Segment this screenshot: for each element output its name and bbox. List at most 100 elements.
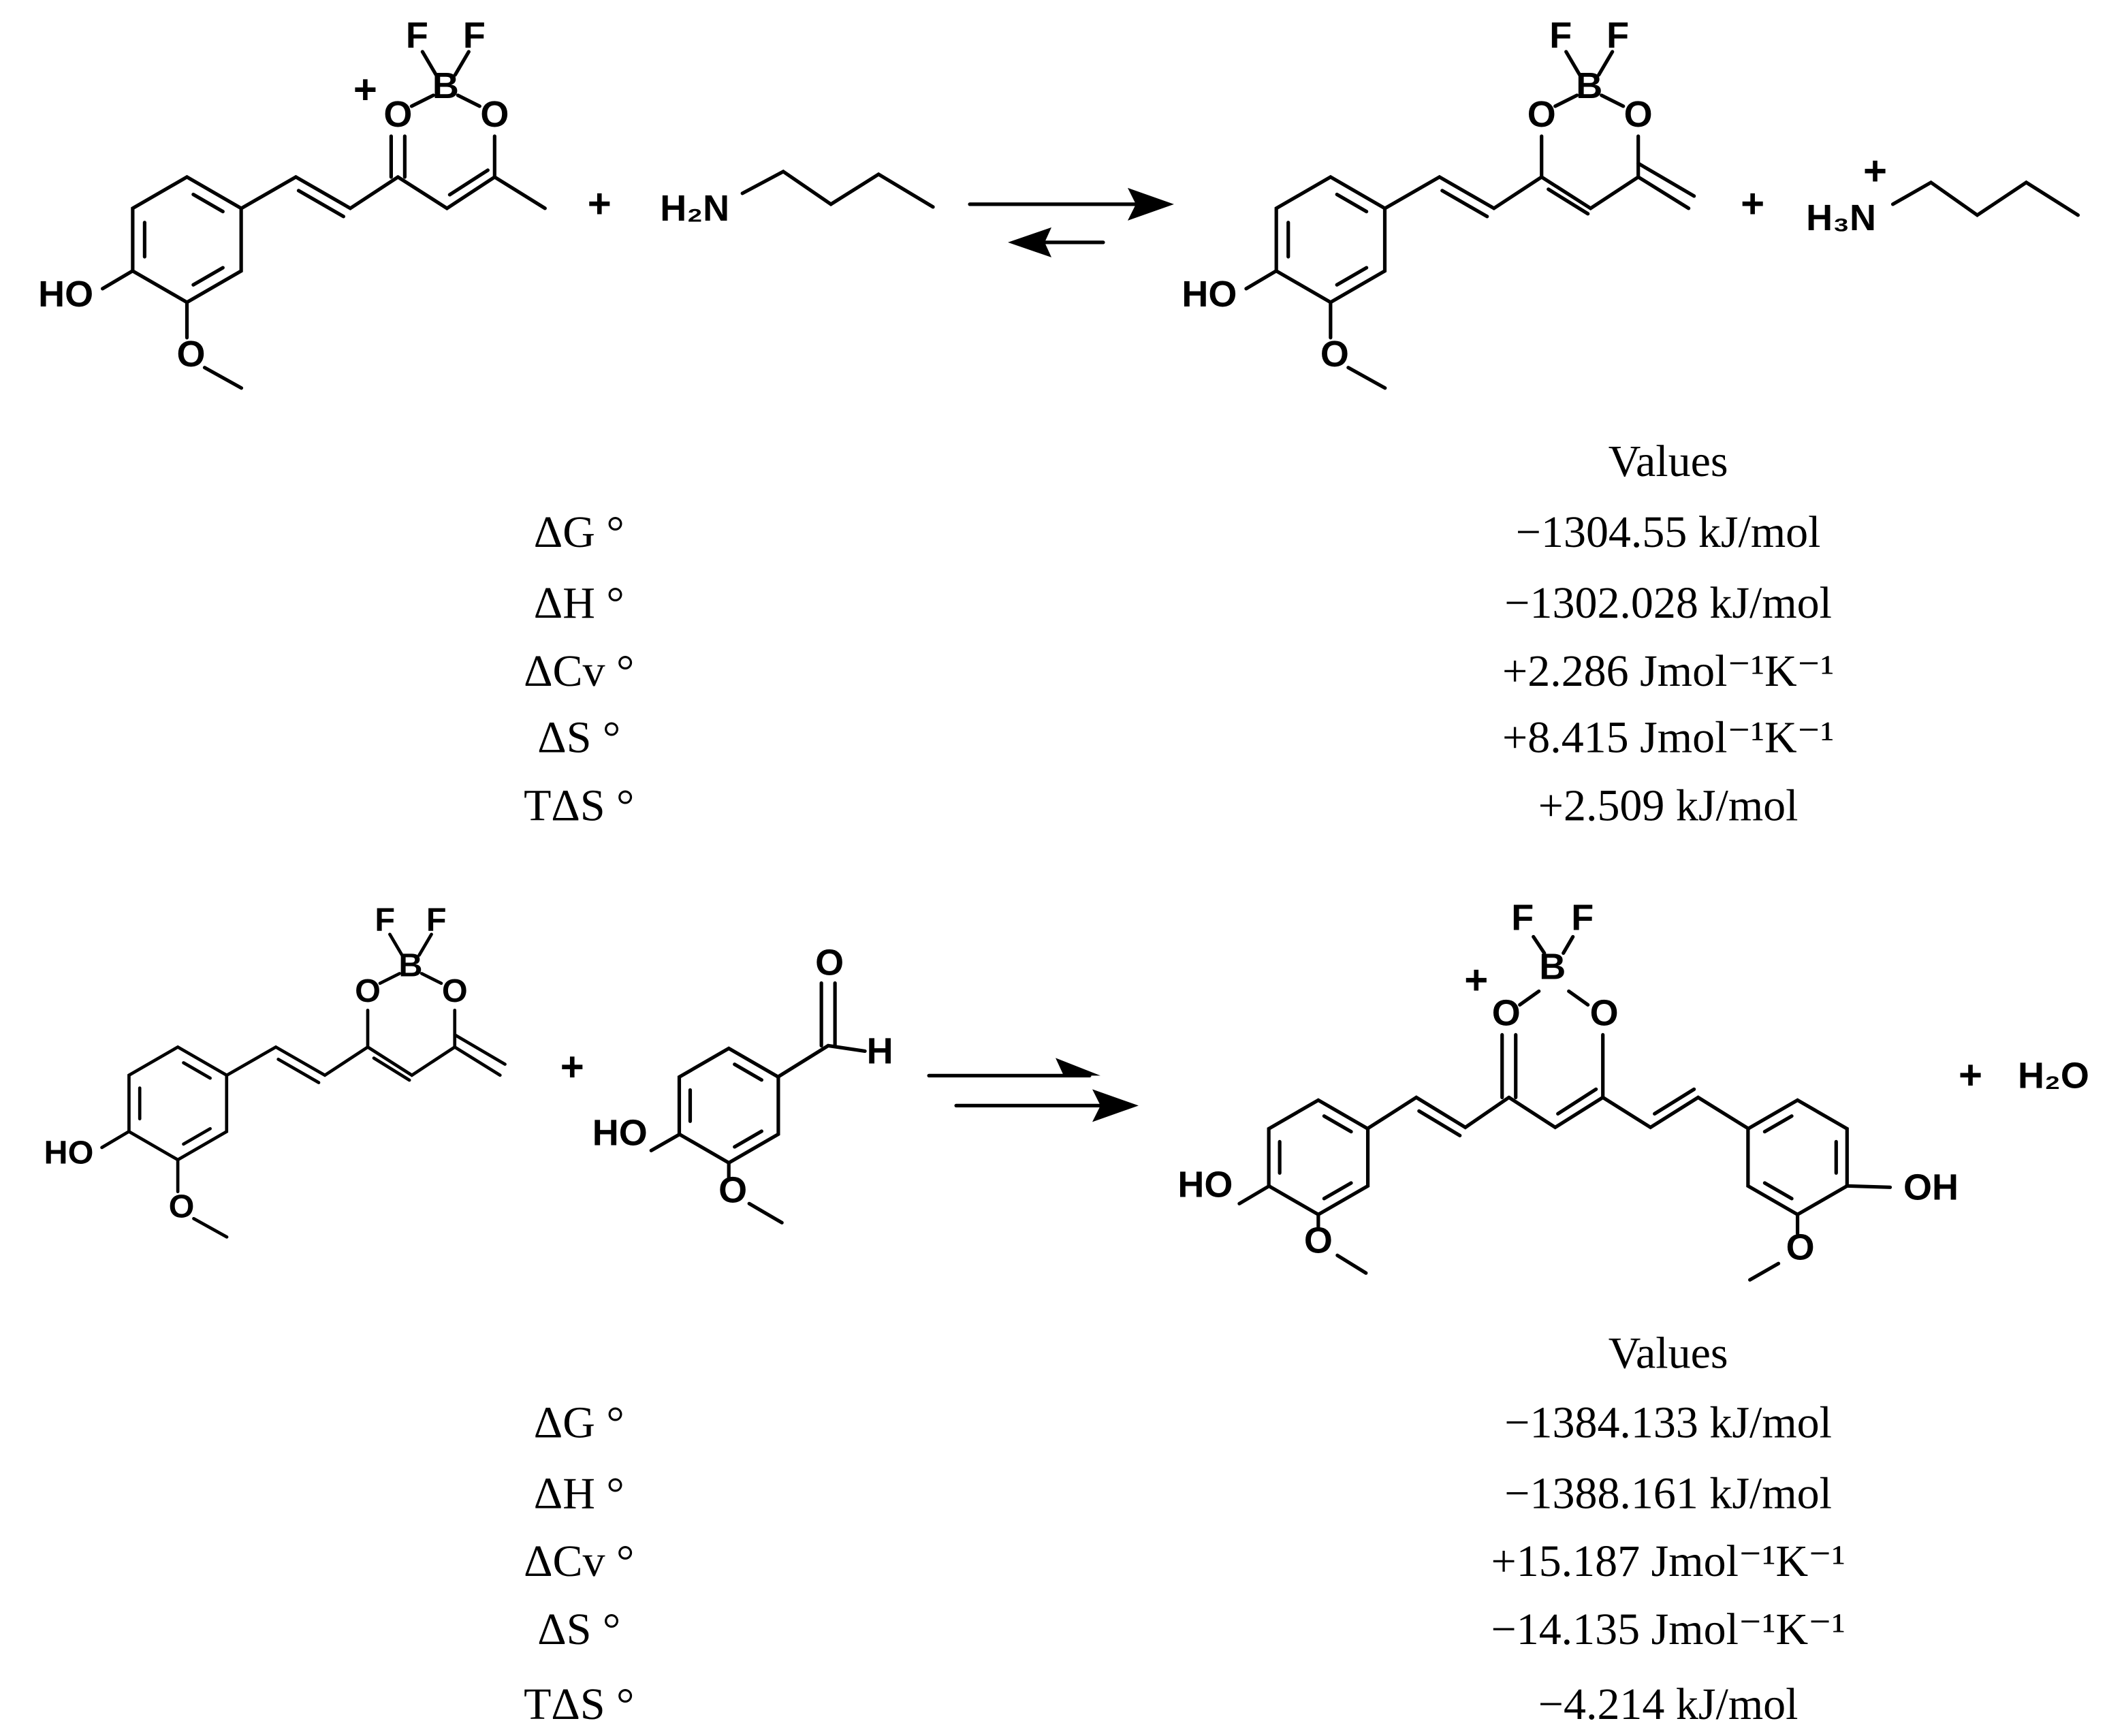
- ring-double-bond: [1335, 266, 1369, 287]
- hydroxyl-label: HO: [1182, 274, 1237, 315]
- r2-thermo-table: Values ΔG ° −1384.133 kJ/mol ΔH ° −1388.…: [524, 1328, 1845, 1729]
- atom-fluorine: F: [463, 15, 486, 56]
- ring-bonds: [677, 1046, 780, 1165]
- plus-sign: +: [588, 181, 612, 227]
- ammonium-label: H₃N: [1806, 198, 1876, 238]
- row-value: +8.415 Jmol⁻¹K⁻¹: [1502, 713, 1834, 763]
- row-value: +2.286 Jmol⁻¹K⁻¹: [1502, 646, 1834, 696]
- methoxy-oxygen: O: [718, 1170, 747, 1211]
- ring-double-bond: [1762, 1181, 1794, 1201]
- benzene-ring: [677, 1046, 780, 1165]
- atom-boron: B: [398, 947, 422, 983]
- row-label: ΔCv °: [524, 646, 634, 696]
- ring-double-bond: [191, 192, 225, 214]
- hydroxyl-label: HO: [1177, 1165, 1233, 1205]
- plus-sign: +: [1741, 181, 1764, 227]
- benzene-ring: [1274, 174, 1387, 304]
- positive-charge: +: [1863, 148, 1887, 194]
- row-value: +15.187 Jmol⁻¹K⁻¹: [1491, 1536, 1845, 1586]
- r1-butylammonium: H₃N +: [1806, 148, 2080, 238]
- row-label: ΔH °: [534, 578, 624, 628]
- benzene-ring: [1746, 1098, 1849, 1217]
- ring-bonds: [131, 174, 243, 304]
- row-value: −14.135 Jmol⁻¹K⁻¹: [1491, 1605, 1845, 1654]
- table-header: Values: [1609, 437, 1728, 486]
- r1-thermo-table: Values ΔG ° −1304.55 kJ/mol ΔH ° −1302.0…: [524, 437, 1834, 831]
- hydroxyl-label: OH: [1903, 1167, 1959, 1208]
- atom-fluorine: F: [1606, 15, 1629, 56]
- equilibrium-arrow: [968, 187, 1174, 257]
- hydroxyl-label: HO: [38, 274, 93, 315]
- atom-fluorine: F: [1511, 898, 1534, 938]
- atom-oxygen: O: [480, 94, 509, 135]
- ring-double-bond: [182, 1061, 212, 1080]
- ring-bonds: [1274, 174, 1387, 304]
- ring-double-bond: [1322, 1114, 1353, 1134]
- table-header: Values: [1609, 1328, 1728, 1378]
- benzene-ring: [127, 1045, 229, 1162]
- atom-oxygen: O: [355, 973, 381, 1009]
- ring-double-bond: [182, 1126, 212, 1146]
- methoxy-oxygen: O: [1786, 1227, 1815, 1268]
- row-label: TΔS °: [524, 1679, 634, 1729]
- row-label: TΔS °: [524, 781, 634, 831]
- hydroxyl-label: HO: [44, 1135, 94, 1171]
- r1-reactant1-molecule: F F B O O HO O +: [38, 15, 547, 390]
- ring-bonds: [1746, 1098, 1849, 1217]
- atom-boron: B: [1539, 947, 1566, 988]
- row-value: +2.509 kJ/mol: [1538, 781, 1799, 831]
- aldehyde-oxygen: O: [815, 943, 844, 983]
- positive-charge: +: [1464, 957, 1488, 1003]
- methoxy-oxygen: O: [1304, 1220, 1333, 1261]
- ring-double-bond: [1335, 192, 1369, 214]
- r1-butylamine: H₂N: [660, 169, 935, 229]
- atom-fluorine: F: [1571, 898, 1594, 938]
- benzene-ring: [131, 174, 243, 304]
- row-value: −1304.55 kJ/mol: [1516, 507, 1821, 557]
- r1-product1-molecule: F F B O O HO O: [1182, 15, 1696, 390]
- atom-fluorine: F: [1549, 15, 1572, 56]
- atom-oxygen: O: [383, 94, 412, 135]
- row-label: ΔS °: [537, 713, 620, 763]
- row-value: −1388.161 kJ/mol: [1504, 1468, 1832, 1518]
- atom-boron: B: [1576, 65, 1602, 106]
- row-label: ΔS °: [537, 1605, 620, 1654]
- water-label: H₂O: [2018, 1056, 2089, 1096]
- row-label: ΔH °: [534, 1468, 624, 1518]
- atom-fluorine: F: [426, 902, 447, 938]
- atom-oxygen: O: [1492, 993, 1521, 1034]
- row-label: ΔCv °: [524, 1536, 634, 1586]
- ring-bonds: [127, 1045, 229, 1162]
- atom-oxygen: O: [1590, 993, 1619, 1034]
- atom-fluorine: F: [406, 15, 428, 56]
- hydroxyl-label: HO: [592, 1113, 648, 1154]
- atom-fluorine: F: [375, 902, 395, 938]
- atom-oxygen: O: [1527, 94, 1556, 135]
- ring-double-bond: [191, 266, 225, 287]
- atom-oxygen: O: [442, 973, 468, 1009]
- ring-double-bond: [733, 1062, 763, 1082]
- row-value: −1302.028 kJ/mol: [1504, 578, 1832, 628]
- ring-bonds: [1267, 1098, 1370, 1217]
- ring-double-bond: [1322, 1181, 1353, 1201]
- aldehyde-hydrogen: H: [867, 1031, 893, 1072]
- row-value: −1384.133 kJ/mol: [1504, 1398, 1832, 1447]
- ring-double-bond: [1762, 1114, 1794, 1134]
- r2-reactant1-molecule: F F B O O HO O: [44, 902, 507, 1239]
- r2-vanillin-molecule: O H HO O: [592, 943, 893, 1225]
- forward-arrow: [927, 1058, 1139, 1122]
- plus-sign: +: [1959, 1052, 1982, 1098]
- row-value: −4.214 kJ/mol: [1538, 1679, 1799, 1729]
- reaction2: F F B O O HO O + O H HO O: [44, 898, 2089, 1729]
- methoxy-oxygen: O: [1320, 334, 1349, 375]
- ring-double-bond: [733, 1129, 763, 1149]
- row-label: ΔG °: [534, 507, 624, 557]
- positive-charge: +: [353, 67, 377, 112]
- row-label: ΔG °: [534, 1398, 624, 1447]
- methoxy-oxygen: O: [177, 334, 206, 375]
- atom-boron: B: [432, 65, 459, 106]
- reaction1: F F B O O HO O + + H₂N: [38, 15, 2080, 831]
- benzene-ring: [1267, 1098, 1370, 1217]
- atom-oxygen: O: [1624, 94, 1653, 135]
